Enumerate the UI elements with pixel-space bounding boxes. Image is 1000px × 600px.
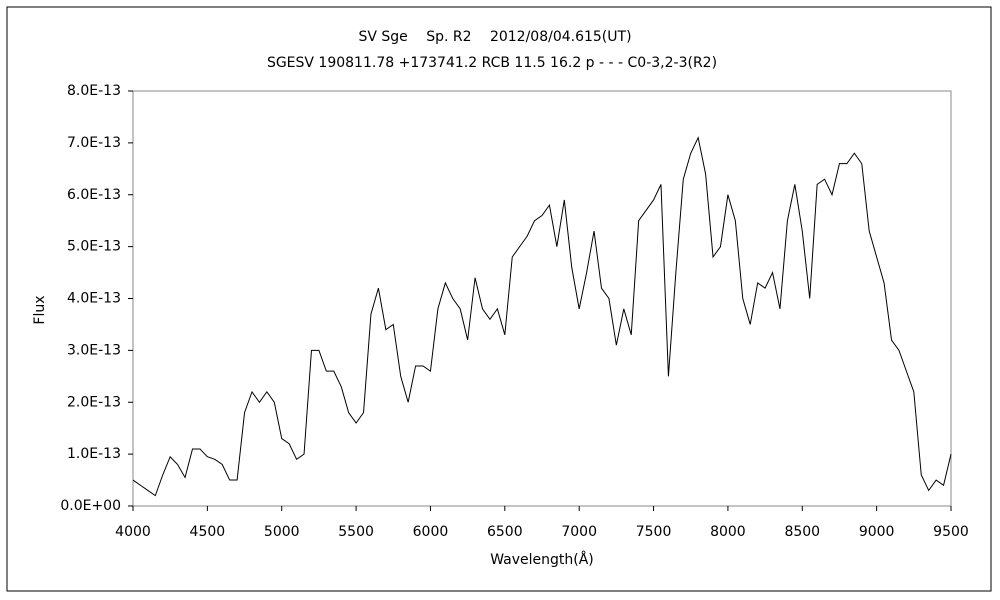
x-tick-label: 8500 [784, 524, 820, 540]
chart-subtitle: SGESV 190811.78 +173741.2 RCB 11.5 16.2 … [267, 55, 717, 71]
y-axis-title: Flux [32, 295, 48, 324]
x-tick-label: 4500 [190, 524, 226, 540]
chart-title: SV Sge Sp. R2 2012/08/04.615(UT) [358, 29, 631, 45]
spectrum-line [132, 136, 952, 497]
x-tick-label: 5500 [338, 524, 374, 540]
x-axis-title: Wavelength(Å) [490, 551, 594, 568]
x-tick-label: 4000 [115, 524, 151, 540]
y-tick-label: 3.0E-13 [67, 342, 121, 358]
x-tick-label: 7000 [561, 524, 597, 540]
y-tick-label: 8.0E-13 [67, 83, 121, 99]
y-tick-label: 0.0E+00 [60, 498, 121, 514]
x-tick-label: 8000 [710, 524, 746, 540]
y-tick-label: 7.0E-13 [67, 135, 121, 151]
chart-border [6, 6, 992, 592]
x-tick-label: 9500 [933, 524, 969, 540]
x-tick-label: 7500 [636, 524, 672, 540]
x-tick-label: 9000 [859, 524, 895, 540]
x-tick-label: 6500 [487, 524, 523, 540]
y-tick-label: 1.0E-13 [67, 446, 121, 462]
x-tick-label: 5000 [264, 524, 300, 540]
y-tick-label: 2.0E-13 [67, 394, 121, 410]
x-tick-label: 6000 [413, 524, 449, 540]
y-tick-label: 5.0E-13 [67, 239, 121, 255]
y-tick-label: 4.0E-13 [67, 291, 121, 307]
y-tick-label: 6.0E-13 [67, 187, 121, 203]
